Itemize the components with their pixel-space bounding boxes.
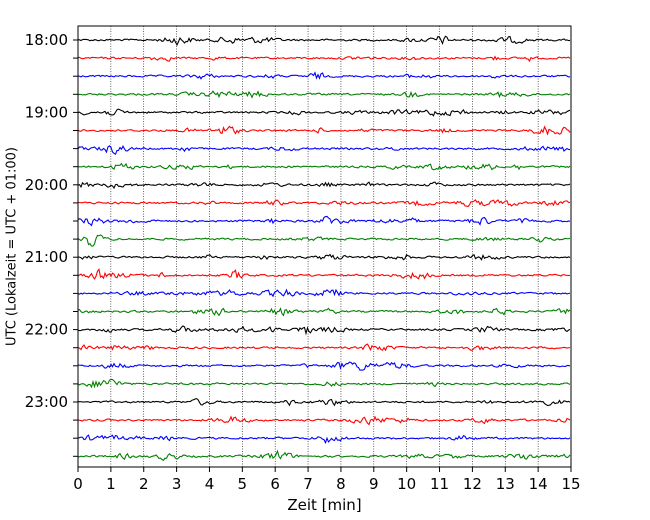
x-tick-label: 6 [270,475,280,493]
trace-2145 [77,307,571,317]
trace-2115 [77,268,571,280]
x-tick-label: 15 [561,475,580,493]
trace-1915 [77,125,571,136]
trace-1800 [77,35,571,47]
trace-1830 [77,71,571,80]
x-tick-label: 0 [73,475,83,493]
x-tick-label: 10 [397,475,416,493]
x-tick-label: 8 [336,475,346,493]
trace-1930 [77,144,571,155]
x-axis: 0 1 2 3 4 5 6 7 8 9 10 11 12 13 14 15 [73,467,581,493]
y-tick-label: 22:00 [25,321,68,339]
y-axis: 18:00 19:00 20:00 21:00 22:00 23:00 [25,31,78,457]
x-tick-label: 2 [139,475,149,493]
trace-1845 [77,90,571,99]
trace-2100 [77,253,571,261]
y-tick-label: 20:00 [25,176,68,194]
trace-2030 [77,215,571,227]
y-tick-label: 18:00 [25,31,68,49]
x-tick-label: 1 [106,475,116,493]
trace-1900 [77,108,571,117]
plot-frame [77,25,572,468]
x-tick-label: 12 [463,475,482,493]
x-tick-label: 3 [172,475,182,493]
trace-2315 [77,415,571,426]
trace-2130 [77,288,571,298]
y-tick-label: 23:00 [25,393,68,411]
x-tick-label: 11 [430,475,449,493]
trace-2300 [77,397,571,407]
trace-2215 [77,343,571,352]
trace-2045 [77,234,571,247]
trace-1815 [77,55,571,63]
trace-2000 [77,181,571,190]
trace-2015 [77,199,571,208]
seismic-traces [77,35,571,461]
x-tick-label: 9 [369,475,379,493]
x-axis-label: Zeit [min] [287,496,361,514]
trace-2230 [78,361,571,371]
x-tick-label: 14 [529,475,548,493]
y-tick-label: 21:00 [25,248,68,266]
trace-2200 [77,325,571,336]
trace-2245 [77,378,571,389]
x-tick-label: 13 [496,475,515,493]
y-axis-label: UTC (Lokalzeit = UTC + 01:00) [5,147,20,346]
grid-lines [110,26,539,467]
trace-1945 [77,162,571,171]
x-tick-label: 7 [303,475,313,493]
y-tick-label: 19:00 [25,103,68,121]
trace-2345 [77,449,571,461]
x-tick-label: 4 [205,475,215,493]
x-tick-label: 5 [238,475,248,493]
trace-2330 [77,434,571,445]
